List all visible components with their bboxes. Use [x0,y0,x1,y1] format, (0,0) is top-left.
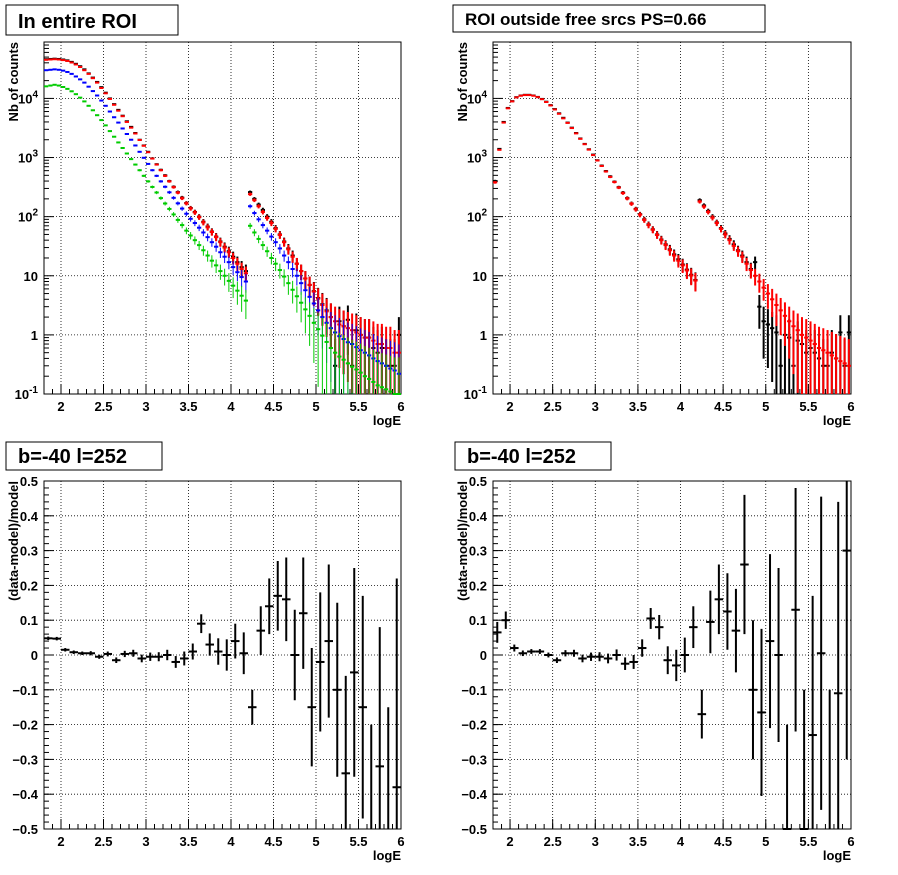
y-tick-label: 0 [31,648,38,663]
y-tick-label: 0.2 [20,578,38,593]
x-tick-label: 6 [397,399,404,414]
x-tick-label: 3 [142,399,149,414]
series-1 [493,481,851,830]
series-2 [493,94,851,394]
y-tick-label: 0.4 [20,509,39,524]
plot-frame [492,480,852,830]
x-tick-label: 5.5 [799,834,817,849]
y-tick-label: −0.3 [12,752,38,767]
chart-panel-4: b=-40 l=252 2 2.5 3 3.5 4 4.5 5 5.5 6 −0.5 −0.4 −0.3… [454,441,855,863]
y-tick-label: −0.1 [12,683,38,698]
plot-frame [43,480,402,830]
x-tick-label: 3.5 [629,834,647,849]
y-tick-label: 10-1 [15,385,39,402]
y-tick-label: 102 [467,208,487,225]
y-axis-label: Nb of counts [6,42,21,121]
chart-panel-1: In entire ROI 2 2.5 3 3.5 4 4.5 5 5.5 6 10-1 1 10 102… [5,4,405,428]
x-tick-label: 2 [57,399,64,414]
x-tick-label: 3 [142,834,149,849]
x-tick-label: 5.5 [349,834,367,849]
title-box [452,4,766,33]
x-tick-label: 3 [592,399,599,414]
x-tick-label: 2 [506,834,513,849]
x-tick-label: 4 [227,834,235,849]
x-tick-label: 2.5 [94,399,112,414]
y-tick-label: 103 [18,149,38,166]
chart-title: b=-40 l=252 [18,446,127,468]
y-tick-label: 0.4 [469,509,488,524]
chart-panel-3: b=-40 l=252 2 2.5 3 3.5 4 4.5 5 5.5 6 −0.5 −0.4 −0.3… [5,441,405,863]
plot-frame [43,41,402,395]
y-tick-label: −0.4 [12,787,38,802]
chart-title: b=-40 l=252 [467,446,576,468]
chart-panel-2: ROI outside free srcs PS=0.66 2 2.5 3 3.5 4 4.… [452,4,855,428]
x-tick-label: 5 [312,834,319,849]
y-tick-label: 0.5 [469,474,487,489]
x-tick-label: 4.5 [714,834,732,849]
title-box [5,4,179,36]
x-tick-label: 4 [227,399,235,414]
x-tick-label: 3.5 [629,399,647,414]
chart-title: ROI outside free srcs PS=0.66 [465,10,706,29]
y-tick-label: 104 [18,89,38,106]
y-axis-label: Nb of counts [455,42,470,121]
x-tick-label: 2.5 [544,399,562,414]
y-axis-label: (data-model)/model [6,481,21,601]
y-tick-label: 10 [473,269,487,284]
y-tick-label: −0.5 [12,822,38,837]
y-tick-label: 0.3 [469,544,487,559]
x-tick-label: 3.5 [179,834,197,849]
title-box [5,441,163,471]
y-tick-label: 10 [24,269,38,284]
x-tick-label: 5.5 [349,399,367,414]
x-tick-label: 2 [506,399,513,414]
x-tick-label: 2.5 [544,834,562,849]
y-tick-label: 103 [467,149,487,166]
title-box [454,441,612,471]
x-tick-label: 6 [847,399,854,414]
y-tick-label: 0.1 [20,613,38,628]
y-tick-label: −0.5 [461,822,487,837]
y-tick-label: 0.2 [469,578,487,593]
x-tick-label: 4 [677,399,685,414]
x-tick-label: 6 [397,834,404,849]
y-tick-label: 10-1 [464,385,488,402]
x-tick-label: 3.5 [179,399,197,414]
chart-title: In entire ROI [18,11,137,33]
plot-frame [492,41,852,395]
y-tick-label: −0.2 [461,718,487,733]
x-axis-label: logE [373,413,401,428]
x-tick-label: 5 [312,399,319,414]
y-tick-label: −0.1 [461,683,487,698]
y-tick-label: 0.5 [20,474,38,489]
y-tick-label: −0.2 [12,718,38,733]
x-tick-label: 5.5 [799,399,817,414]
y-tick-label: 1 [480,328,487,343]
y-tick-label: 104 [467,89,487,106]
y-axis-label: (data-model)/model [455,481,470,601]
y-tick-label: 0.1 [469,613,487,628]
y-tick-label: −0.3 [461,752,487,767]
x-tick-label: 5 [762,834,769,849]
y-tick-label: 0.3 [20,544,38,559]
x-tick-label: 2 [57,834,64,849]
series-4 [44,83,401,395]
x-axis-label: logE [373,848,401,863]
y-tick-label: 102 [18,208,38,225]
series-1 [44,557,401,829]
x-tick-label: 4.5 [714,399,732,414]
y-tick-label: 0 [480,648,487,663]
x-tick-label: 4.5 [264,834,282,849]
x-axis-label: logE [823,413,851,428]
y-tick-label: −0.4 [461,787,487,802]
y-tick-label: 1 [31,328,38,343]
x-tick-label: 4.5 [264,399,282,414]
x-tick-label: 6 [847,834,854,849]
x-tick-label: 2.5 [94,834,112,849]
x-axis-label: logE [823,848,851,863]
x-tick-label: 3 [592,834,599,849]
x-tick-label: 4 [677,834,685,849]
x-tick-label: 5 [762,399,769,414]
